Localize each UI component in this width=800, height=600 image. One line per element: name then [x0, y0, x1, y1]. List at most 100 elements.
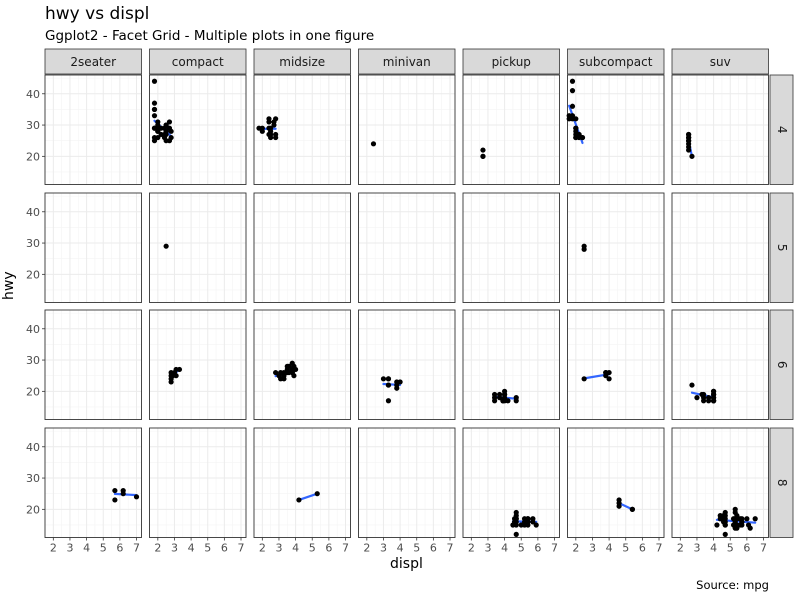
- panel-background: [358, 428, 455, 538]
- data-point: [573, 125, 579, 131]
- data-point: [112, 497, 118, 503]
- x-tick-label: 6: [116, 542, 123, 555]
- data-point: [573, 116, 579, 122]
- panel-background: [254, 310, 351, 420]
- panel-background: [463, 428, 560, 538]
- data-point: [276, 373, 282, 379]
- panel-background: [567, 75, 664, 185]
- panel-background: [463, 75, 560, 185]
- panel-background: [254, 428, 351, 538]
- y-tick-label: 30: [26, 472, 40, 485]
- panel-border: [44, 427, 142, 538]
- data-point: [689, 382, 695, 388]
- x-tick-label: 4: [501, 542, 508, 555]
- col-strip-label: 2seater: [70, 55, 116, 69]
- panel-background: [672, 193, 769, 303]
- col-strip-label: midsize: [279, 55, 325, 69]
- col-strip: [671, 48, 769, 75]
- data-point: [151, 78, 158, 84]
- data-point: [176, 366, 183, 373]
- panel-border: [567, 74, 665, 185]
- data-point: [579, 134, 586, 141]
- data-point: [730, 522, 737, 528]
- panel-border: [44, 74, 142, 185]
- y-tick-label: 30: [26, 237, 40, 250]
- col-strip-label: suv: [710, 55, 731, 69]
- data-point: [533, 522, 539, 528]
- x-tick-label: 6: [325, 542, 332, 555]
- panel-border: [253, 309, 351, 420]
- x-tick-label: 4: [606, 542, 613, 555]
- data-point: [722, 513, 728, 519]
- panel-background: [358, 193, 455, 303]
- data-point: [734, 525, 740, 531]
- smooth-line: [113, 492, 138, 497]
- data-point: [394, 385, 400, 391]
- data-point: [616, 503, 622, 509]
- x-tick-label: 7: [656, 542, 663, 555]
- panel-border: [358, 309, 456, 420]
- x-tick-label: 5: [204, 542, 211, 555]
- col-strip: [358, 48, 456, 75]
- panel-border: [671, 427, 769, 538]
- panel-border: [462, 309, 560, 420]
- panel-border: [671, 74, 769, 185]
- x-tick-label: 4: [188, 542, 195, 555]
- data-point: [569, 88, 576, 94]
- data-point: [155, 134, 161, 141]
- data-point: [606, 376, 612, 382]
- panel-border: [671, 309, 769, 420]
- data-point: [576, 131, 582, 138]
- panel-background: [672, 75, 769, 185]
- data-point: [747, 525, 753, 531]
- col-strip: [462, 48, 560, 75]
- data-point: [385, 376, 392, 382]
- data-point: [525, 516, 531, 522]
- smooth-line: [297, 492, 319, 502]
- row-strip: [769, 192, 794, 303]
- data-point: [133, 494, 140, 500]
- data-point: [151, 113, 158, 119]
- x-tick-label: 3: [66, 542, 73, 555]
- col-strip-label: compact: [172, 55, 224, 69]
- data-point: [266, 116, 272, 122]
- x-tick-label: 2: [50, 542, 57, 555]
- x-tick-label: 7: [238, 542, 245, 555]
- data-point: [694, 395, 700, 401]
- data-point: [530, 519, 536, 525]
- y-tick-label: 20: [26, 150, 40, 163]
- data-point: [163, 128, 169, 134]
- data-point: [710, 398, 717, 404]
- data-point: [151, 106, 158, 113]
- data-point: [370, 141, 377, 147]
- panel-border: [358, 427, 456, 538]
- data-point: [686, 147, 692, 153]
- data-point: [686, 138, 692, 144]
- x-tick-label: 4: [397, 542, 404, 555]
- panel-background: [567, 310, 664, 420]
- data-point: [497, 395, 503, 401]
- data-point: [569, 78, 576, 84]
- data-point: [480, 147, 486, 153]
- x-tick-label: 5: [518, 542, 525, 555]
- data-point: [480, 153, 486, 159]
- data-point: [717, 513, 723, 519]
- x-axis-label-text: displ: [390, 556, 423, 572]
- x-tick-label: 2: [154, 542, 161, 555]
- data-point: [701, 391, 707, 398]
- col-strip: [567, 48, 665, 75]
- panel-border: [358, 74, 456, 185]
- row-strip-label: 5: [775, 244, 789, 252]
- panel-border: [44, 309, 142, 420]
- data-point: [744, 516, 750, 522]
- data-point: [720, 519, 727, 525]
- y-tick-label: 20: [26, 503, 40, 516]
- panel-background: [567, 193, 664, 303]
- x-tick-label: 7: [133, 542, 140, 555]
- data-point: [722, 531, 728, 537]
- data-point: [273, 131, 279, 138]
- data-point: [385, 382, 392, 388]
- data-point: [268, 134, 274, 141]
- data-point: [521, 519, 528, 525]
